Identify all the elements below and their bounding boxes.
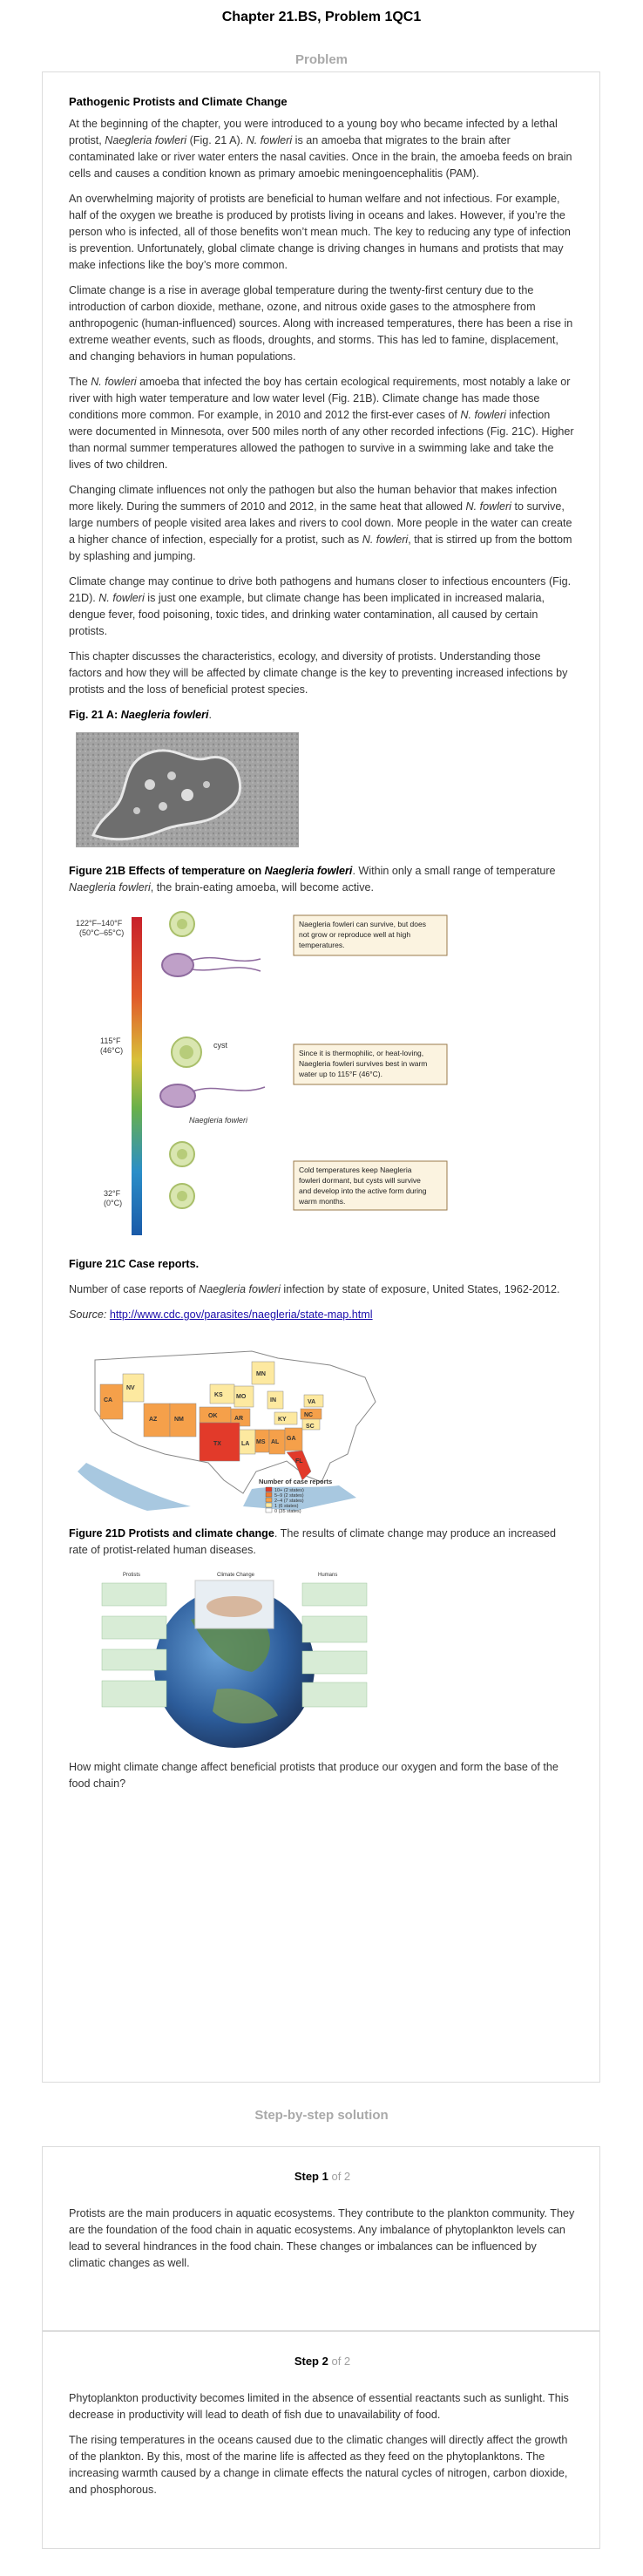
amoeba-micrograph-image (76, 732, 299, 847)
state-label: FL (295, 1458, 303, 1465)
step-2-card: Step 2 of 2 Phytoplankton productivity b… (42, 2331, 600, 2549)
source-link[interactable]: http://www.cdc.gov/parasites/naegleria/s… (109, 1308, 373, 1321)
paragraph: An overwhelming majority of protists are… (69, 193, 571, 271)
question-text: How might climate change affect benefici… (69, 1761, 558, 1790)
box3-line: and develop into the active form during (299, 1186, 427, 1195)
box2-line: Since it is thermophilic, or heat-loving… (299, 1049, 423, 1057)
state-label: AL (271, 1439, 280, 1445)
svg-text:(50°C–65°C): (50°C–65°C) (79, 928, 124, 937)
svg-text:(0°C): (0°C) (104, 1199, 122, 1207)
state-label: LA (241, 1441, 249, 1447)
map-legend-item: 10+ (2 states) (274, 1488, 304, 1493)
case-reports-map: MN NV CA AZ NM KS MO IN VA NC SC OK AR K… (69, 1332, 404, 1515)
temp-top-label: 122°F–140°F (76, 919, 123, 928)
box1-line: not grow or reproduce well at high (299, 930, 410, 939)
problem-card: Pathogenic Protists and Climate Change A… (42, 71, 600, 2083)
species-label: Naegleria fowleri (189, 1116, 248, 1125)
map-legend-title: Number of case reports (259, 1478, 332, 1485)
col-protists-label: Protists (123, 1573, 140, 1578)
step-1-text: Protists are the main producers in aquat… (69, 2207, 575, 2269)
state-label: NV (126, 1385, 135, 1391)
step-2-text: The rising temperatures in the oceans ca… (69, 2434, 568, 2496)
box3-line: warm months. (298, 1197, 345, 1206)
state-label: IN (270, 1397, 276, 1404)
box3-line: Cold temperatures keep Naegleria (299, 1166, 412, 1174)
cyst-label: cyst (213, 1041, 228, 1050)
state-label: KY (278, 1417, 287, 1423)
svg-text:(46°C): (46°C) (100, 1046, 123, 1055)
state-label: KS (214, 1392, 223, 1398)
figure-a-caption: Fig. 21 A: Naegleria fowleri. (69, 709, 213, 721)
state-label: NC (304, 1412, 313, 1418)
figure-c-title: Figure 21C Case reports. (69, 1258, 200, 1270)
figure-c-source: Source: http://www.cdc.gov/parasites/nae… (69, 1308, 373, 1321)
state-label: AR (234, 1416, 243, 1422)
state-label: OK (208, 1413, 218, 1419)
state-label: MO (236, 1394, 247, 1400)
paragraph: Climate change is a rise in average glob… (69, 284, 573, 363)
problem-section-heading: Problem (294, 52, 348, 67)
figure-c-caption: Number of case reports of Naegleria fowl… (69, 1283, 560, 1295)
figure-b-caption: Figure 21B Effects of temperature on Nae… (69, 865, 556, 894)
state-label: CA (104, 1397, 112, 1404)
temperature-effects-figure: 122°F–140°F (50°C–65°C) 115°F (46°C) 32°… (69, 908, 452, 1244)
map-legend-item: 1 (6 states) (274, 1504, 299, 1509)
solution-section-heading: Step-by-step solution (254, 2108, 389, 2123)
col-climate-label: Climate Change (217, 1573, 255, 1578)
map-legend-item: 5–9 (2 states) (274, 1493, 304, 1499)
step-1-heading: Step 1 of 2 (294, 2170, 351, 2183)
step-2-text: Phytoplankton productivity becomes limit… (69, 2392, 569, 2421)
map-legend-item: 2–4 (7 states) (274, 1499, 304, 1504)
box2-line: water up to 115°F (46°C). (298, 1070, 382, 1078)
step-1-card: Step 1 of 2 Protists are the main produc… (42, 2146, 600, 2331)
box2-line: Naegleria fowleri survives best in warm (299, 1059, 427, 1068)
state-label: SC (306, 1424, 315, 1430)
state-label: TX (213, 1441, 221, 1447)
paragraph: Changing climate influences not only the… (69, 484, 572, 562)
state-label: AZ (149, 1417, 158, 1423)
state-label: GA (287, 1436, 296, 1442)
box3-line: fowleri dormant, but cysts will survive (299, 1176, 421, 1185)
box1-line: Naegleria fowleri can survive, but does (299, 920, 426, 928)
protists-climate-figure: Protists Climate Change Humans (95, 1567, 374, 1750)
paragraph: This chapter discusses the characteristi… (69, 650, 568, 696)
map-legend-item: 0 (35 states) (274, 1509, 301, 1514)
temp-low-label: 32°F (104, 1189, 121, 1198)
paragraph: At the beginning of the chapter, you wer… (69, 118, 572, 180)
temp-mid-label: 115°F (100, 1037, 121, 1045)
paragraph: The N. fowleri amoeba that infected the … (69, 376, 574, 471)
step-2-heading: Step 2 of 2 (294, 2355, 351, 2368)
state-label: VA (308, 1399, 315, 1405)
box1-line: temperatures. (299, 941, 344, 949)
state-label: MS (256, 1439, 266, 1445)
state-label: NM (174, 1417, 184, 1423)
problem-title: Pathogenic Protists and Climate Change (69, 95, 288, 108)
paragraph: Climate change may continue to drive bot… (69, 575, 572, 637)
page-title: Chapter 21.BS, Problem 1QC1 (221, 10, 422, 24)
state-label: MN (256, 1371, 266, 1377)
figure-d-caption: Figure 21D Protists and climate change. … (69, 1527, 557, 1556)
col-humans-label: Humans (318, 1573, 337, 1578)
